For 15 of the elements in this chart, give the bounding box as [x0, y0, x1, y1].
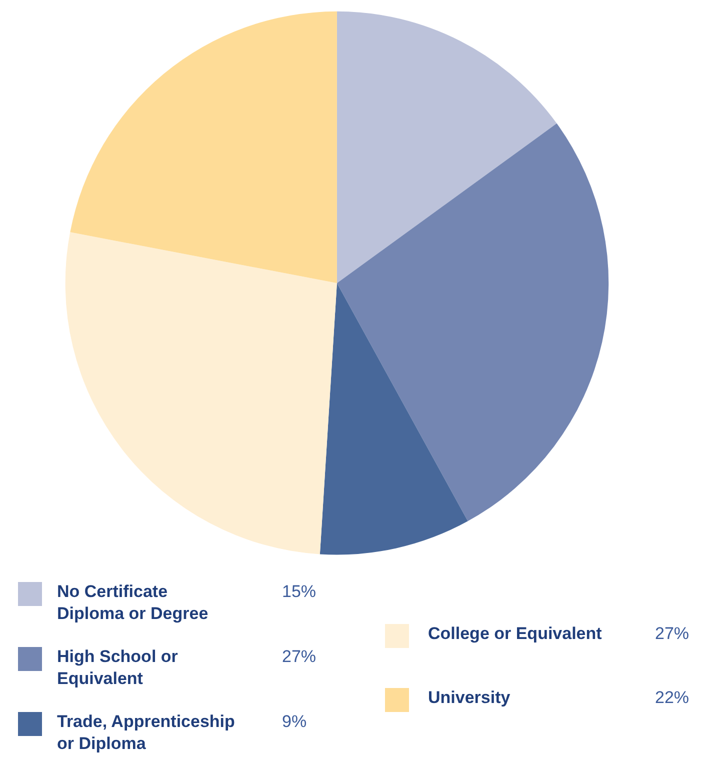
- pie-slice: [336, 123, 609, 522]
- data-label: 27%: [282, 647, 316, 666]
- pie-slice: [320, 283, 468, 554]
- data-label: 15%: [282, 582, 316, 601]
- data-label: 9%: [282, 712, 307, 731]
- legend-label: Trade, Apprenticeship or Diploma: [57, 712, 235, 754]
- legend-label: College or Equivalent: [428, 624, 602, 643]
- data-label: 27%: [655, 624, 690, 643]
- pie-slice: [70, 11, 337, 284]
- pie-slice: [336, 11, 557, 284]
- pie-slice: [66, 232, 337, 554]
- legend-label: University: [428, 688, 511, 707]
- legend-label: No Certificate Diploma or Degree: [57, 582, 208, 624]
- data-label: 22%: [655, 688, 690, 707]
- legend-label: High School or Equivalent: [57, 647, 178, 688]
